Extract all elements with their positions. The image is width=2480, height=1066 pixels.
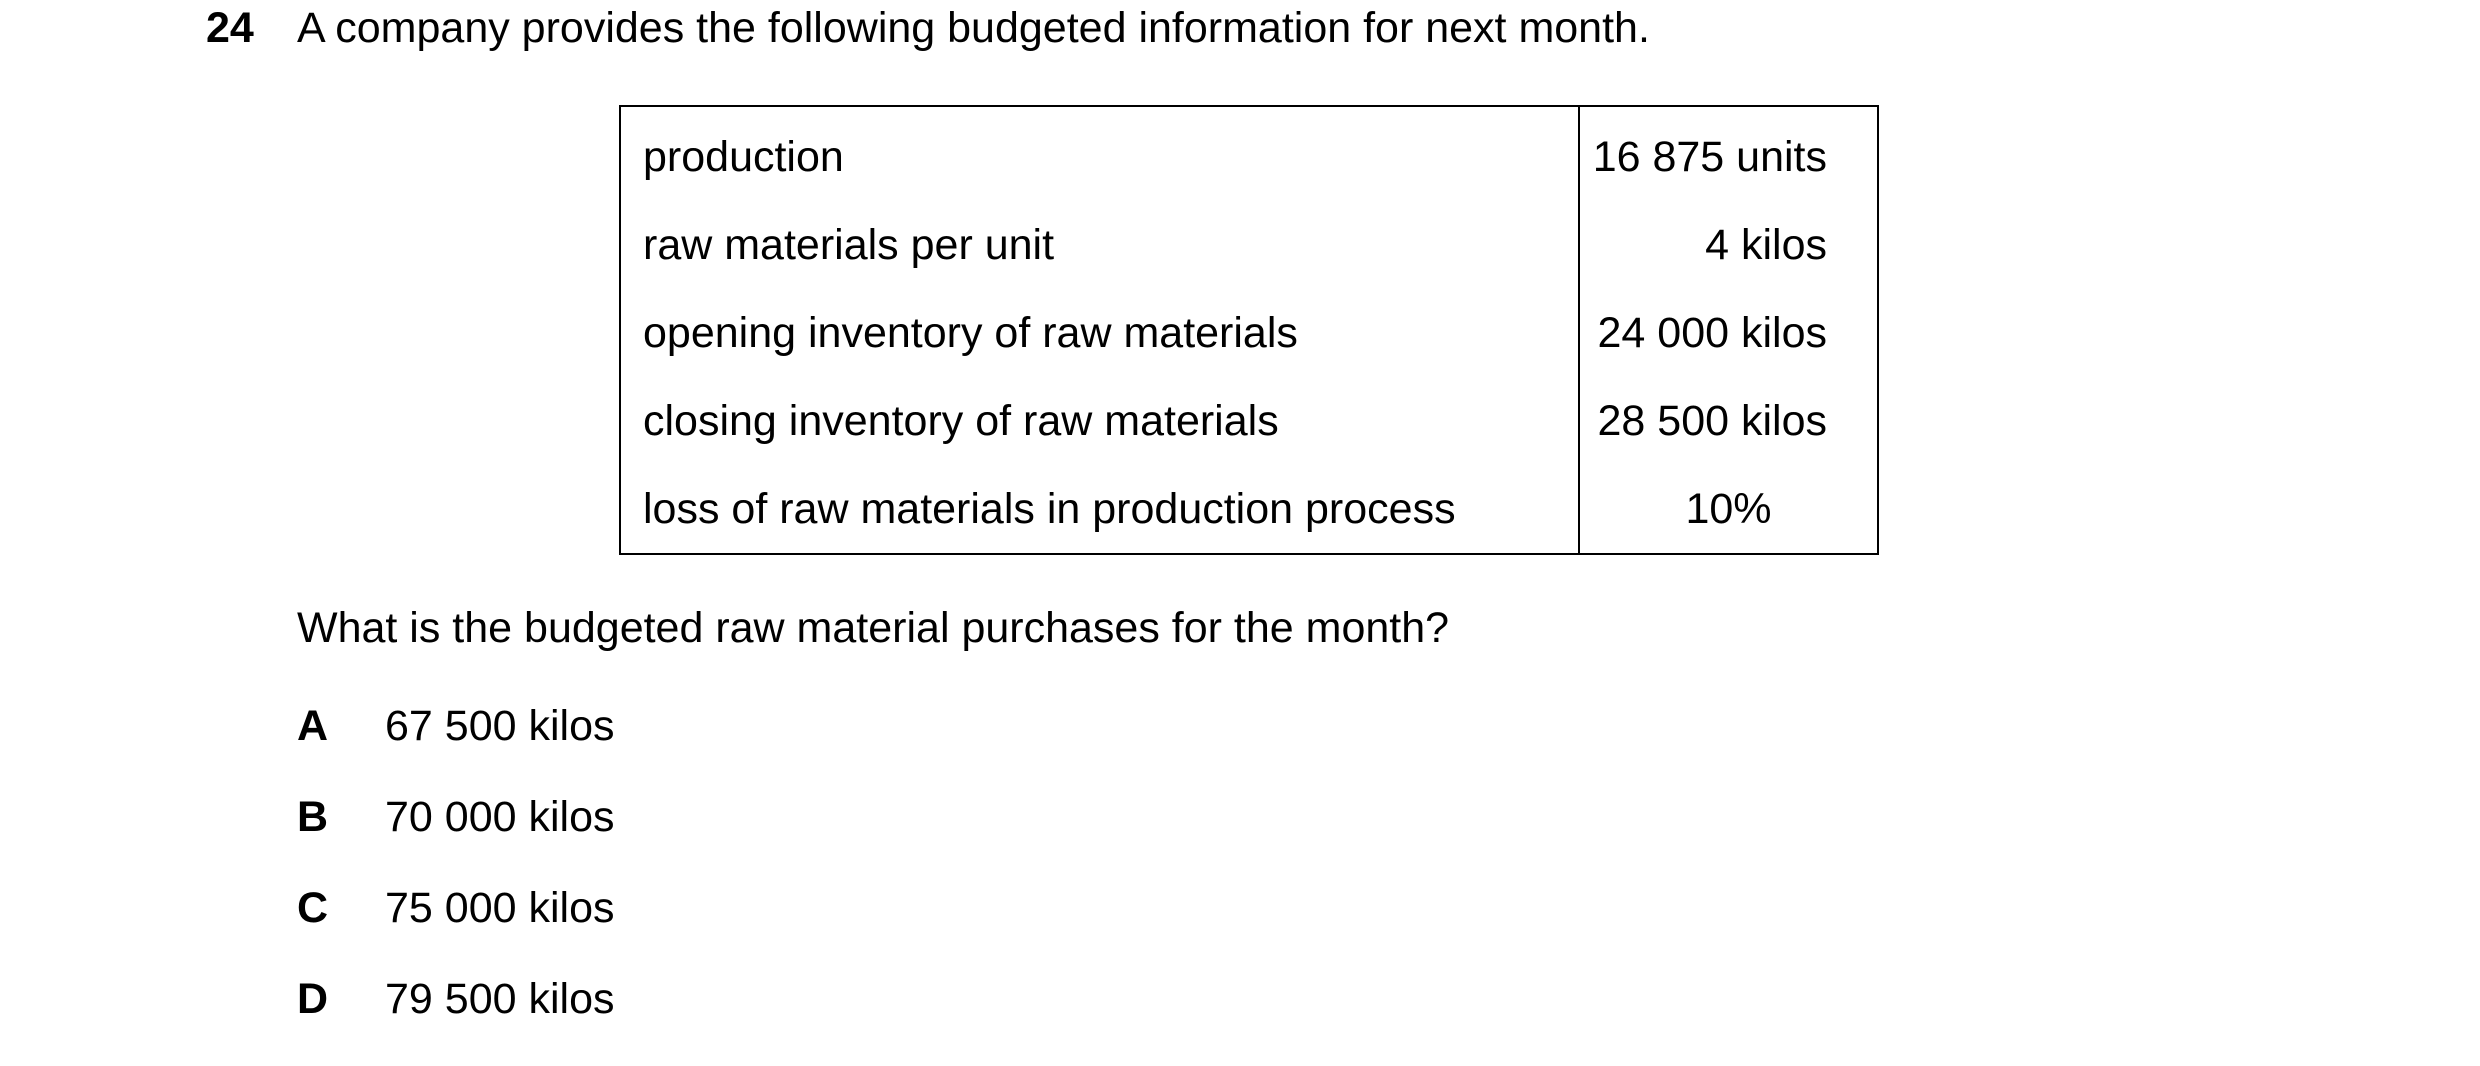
budget-info-table: production 16 875 units raw materials pe… <box>619 105 1879 555</box>
option-text: 75 000 kilos <box>385 884 615 932</box>
answer-option-a[interactable]: A 67 500 kilos <box>297 702 615 793</box>
answer-option-b[interactable]: B 70 000 kilos <box>297 793 615 884</box>
question-stem: A company provides the following budgete… <box>297 4 1650 52</box>
option-letter: A <box>297 702 329 750</box>
answer-option-c[interactable]: C 75 000 kilos <box>297 884 615 975</box>
option-text: 67 500 kilos <box>385 702 615 750</box>
option-text: 70 000 kilos <box>385 793 615 841</box>
row-value: 28 500 kilos <box>1597 396 1828 445</box>
question-number: 24 <box>206 4 254 52</box>
option-letter: D <box>297 975 329 1023</box>
table-row: loss of raw materials in production proc… <box>620 465 1878 554</box>
table-row: opening inventory of raw materials 24 00… <box>620 289 1878 377</box>
table-row: production 16 875 units <box>620 106 1878 201</box>
row-value: 10% <box>1685 484 1772 533</box>
row-value: 4 kilos <box>1705 220 1827 269</box>
row-value: 24 000 kilos <box>1597 308 1828 357</box>
row-label: opening inventory of raw materials <box>620 289 1580 377</box>
row-label: raw materials per unit <box>620 201 1580 289</box>
answer-options: A 67 500 kilos B 70 000 kilos C 75 000 k… <box>297 702 615 1066</box>
option-letter: B <box>297 793 329 841</box>
row-label: production <box>620 106 1580 201</box>
row-value: 16 875 units <box>1592 132 1827 181</box>
row-label: loss of raw materials in production proc… <box>620 465 1580 554</box>
table-row: raw materials per unit 4 kilos <box>620 201 1878 289</box>
answer-option-d[interactable]: D 79 500 kilos <box>297 975 615 1066</box>
table-row: closing inventory of raw materials 28 50… <box>620 377 1878 465</box>
option-letter: C <box>297 884 329 932</box>
option-text: 79 500 kilos <box>385 975 615 1023</box>
row-label: closing inventory of raw materials <box>620 377 1580 465</box>
question-prompt: What is the budgeted raw material purcha… <box>297 604 1450 652</box>
